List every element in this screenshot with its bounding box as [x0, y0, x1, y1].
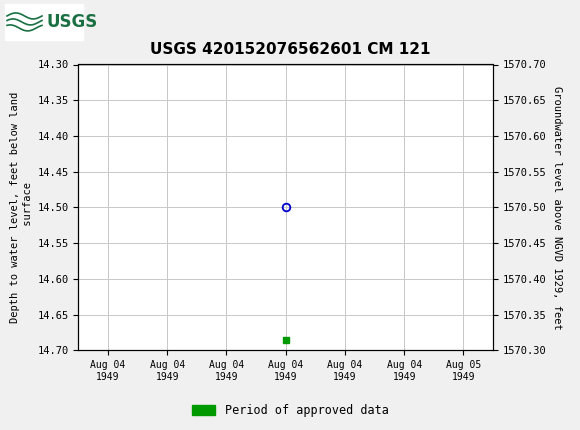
FancyBboxPatch shape: [5, 4, 83, 40]
Text: USGS: USGS: [47, 13, 98, 31]
Y-axis label: Groundwater level above NGVD 1929, feet: Groundwater level above NGVD 1929, feet: [552, 86, 562, 329]
Text: USGS 420152076562601 CM 121: USGS 420152076562601 CM 121: [150, 42, 430, 57]
Legend: Period of approved data: Period of approved data: [187, 399, 393, 422]
Y-axis label: Depth to water level, feet below land
 surface: Depth to water level, feet below land su…: [10, 92, 33, 323]
